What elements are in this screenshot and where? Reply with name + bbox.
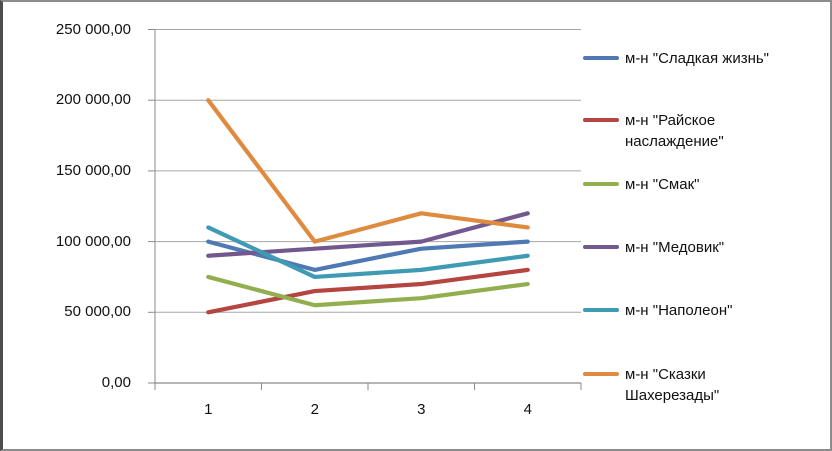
y-tick-label: 150 000,00 <box>55 161 131 179</box>
series-line-2 <box>206 267 530 315</box>
x-tick-label: 2 <box>310 401 319 418</box>
y-tick-label: 50 000,00 <box>64 303 131 321</box>
y-tick-label: 200 000,00 <box>55 91 131 109</box>
y-tick-label: 100 000,00 <box>55 232 131 250</box>
x-tick-label: 1 <box>204 401 213 418</box>
x-tick-label: 3 <box>417 401 426 418</box>
y-tick-label: 250 000,00 <box>55 20 131 38</box>
y-tick-label: 0,00 <box>101 374 131 391</box>
series-line-5 <box>206 225 530 280</box>
series-line-6 <box>206 98 530 244</box>
x-tick-label: 4 <box>523 401 532 418</box>
series-line-3 <box>206 274 530 308</box>
series-line-1 <box>206 239 530 272</box>
chart-plot-area <box>148 29 582 390</box>
